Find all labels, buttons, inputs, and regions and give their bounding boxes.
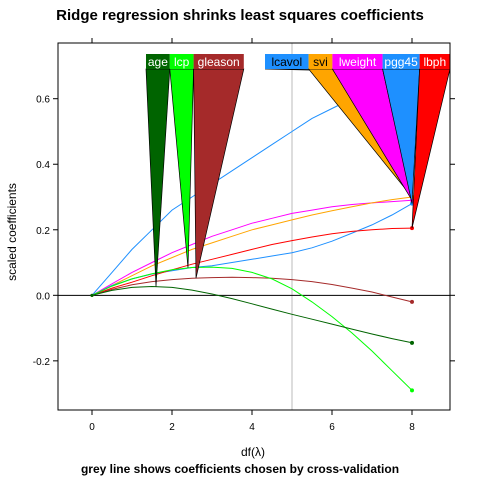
y-tick-label: 0.0 — [36, 291, 50, 302]
y-tick-label: 0.2 — [36, 226, 50, 237]
callout-wedge-lcp — [169, 68, 194, 268]
x-tick-label: 2 — [169, 422, 175, 433]
x-tick-label: 8 — [409, 422, 415, 433]
series-line-svi — [91, 196, 413, 296]
callout-box-pgg45 — [382, 54, 420, 69]
callout-label-lcp: lcp — [174, 55, 190, 69]
callout-wedge-age — [145, 68, 171, 287]
callout-box-lcp — [169, 54, 194, 69]
series-line-gleason — [91, 276, 413, 303]
callout-box-lbph — [419, 54, 450, 69]
axes: 0 2 4 6 8 -0.2 0.0 0.2 0.4 0.6 — [33, 38, 455, 433]
callout-box-lcavol — [265, 54, 309, 69]
callout-box-svi — [308, 54, 333, 69]
x-tick-label: 4 — [249, 422, 255, 433]
callout-label-svi: svi — [313, 55, 328, 69]
series-endpoint-gleason — [410, 299, 414, 304]
callout-label-gleason: gleason — [198, 55, 240, 69]
y-tick-label: 0.6 — [36, 95, 50, 106]
series-line-lweight — [91, 199, 413, 296]
series-endpoint-age — [410, 340, 414, 345]
series-line-age — [91, 285, 413, 344]
label-callouts: lcavol svi lweight pgg45 lbph — [264, 54, 451, 229]
series-line-lcp — [91, 266, 413, 391]
x-axis-label: df(λ) — [241, 445, 265, 459]
series-startpoint-age — [90, 293, 94, 297]
plot-frame — [57, 42, 451, 411]
callout-label-pgg45: pgg45 — [384, 55, 418, 69]
callout-label-lweight: lweight — [339, 55, 377, 69]
chart-subtitle: grey line shows coefficients chosen by c… — [81, 462, 399, 476]
x-tick-label: 6 — [329, 422, 335, 433]
y-axis-label: scaled coefficients — [5, 183, 19, 281]
callout-label-lcavol: lcavol — [271, 55, 302, 69]
plot-area: age lcp gleason lcavol svi lweight pgg45 lbph — [58, 43, 451, 410]
callout-label-age: age — [148, 55, 168, 69]
label-callouts: age lcp gleason — [145, 54, 245, 287]
callout-wedge-gleason — [193, 68, 245, 279]
series-line-lbph — [91, 227, 413, 296]
chart-title: Ridge regression shrinks least squares c… — [56, 7, 424, 24]
series-endpoint-lcp — [410, 388, 414, 393]
x-tick-label: 0 — [89, 422, 95, 433]
callout-box-age — [146, 54, 170, 69]
callout-box-gleason — [193, 54, 244, 69]
callout-box-lweight — [332, 54, 383, 69]
y-tick-label: 0.4 — [36, 160, 50, 171]
y-tick-label: -0.2 — [33, 357, 51, 368]
callout-label-lbph: lbph — [423, 55, 446, 69]
